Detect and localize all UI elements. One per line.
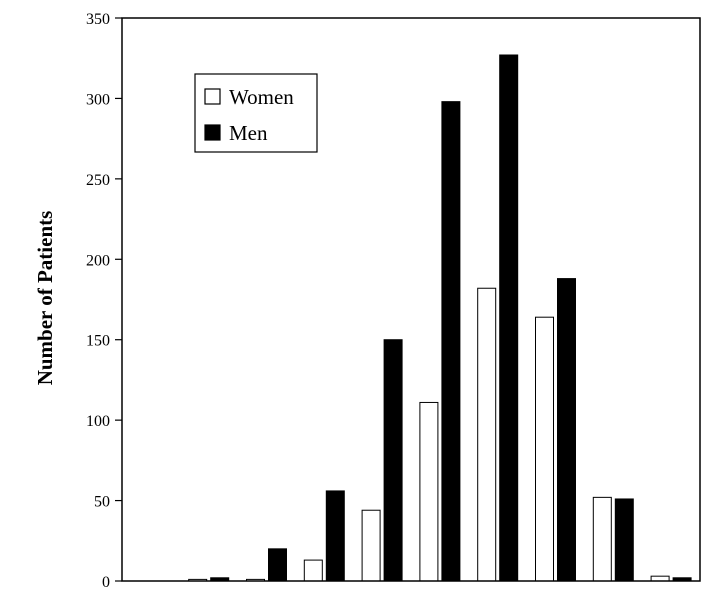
y-tick-label: 100 <box>86 413 110 430</box>
bar-women-6 <box>477 287 497 582</box>
legend-label-men: Men <box>229 121 268 145</box>
y-tick-label: 50 <box>94 494 110 511</box>
legend-swatch-men <box>204 124 221 141</box>
legend: Women Men <box>194 73 318 153</box>
y-tick-label: 300 <box>86 91 110 108</box>
bar-women-5 <box>419 401 439 582</box>
y-tick-label: 200 <box>86 252 110 269</box>
plot-frame <box>121 17 701 582</box>
bar-men-2 <box>268 548 287 582</box>
bar-men-4 <box>383 339 403 582</box>
y-tick-label: 0 <box>102 574 110 591</box>
y-tick-label: 350 <box>86 11 110 28</box>
legend-label-women: Women <box>229 85 294 109</box>
bar-men-6 <box>499 54 519 582</box>
y-ticks: 0 50 100 150 200 250 300 350 <box>86 11 122 591</box>
bar-men-7 <box>557 278 576 582</box>
bar-men-5 <box>441 101 461 582</box>
y-tick-label: 150 <box>86 333 110 350</box>
y-axis-title: Number of Patients <box>33 211 57 386</box>
bar-men-3 <box>325 490 345 582</box>
y-tick-label: 250 <box>86 172 110 189</box>
bar-women-8 <box>592 496 612 582</box>
legend-swatch-women <box>204 88 221 105</box>
bar-men-8 <box>614 498 634 582</box>
y-axis-title-group: Number of Patients <box>33 211 57 386</box>
bar-women-3 <box>303 559 323 582</box>
bar-women-4 <box>361 509 381 582</box>
bar-women-7 <box>535 316 554 582</box>
bars <box>188 54 692 582</box>
